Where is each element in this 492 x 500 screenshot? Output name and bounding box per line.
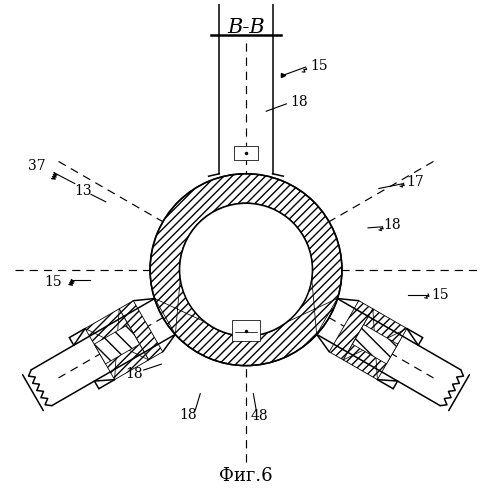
Wedge shape bbox=[150, 174, 342, 366]
Polygon shape bbox=[329, 300, 373, 360]
Text: 18: 18 bbox=[290, 96, 308, 110]
Circle shape bbox=[180, 204, 312, 336]
Text: 18: 18 bbox=[125, 367, 143, 381]
Text: 18: 18 bbox=[180, 408, 197, 422]
Text: 15: 15 bbox=[44, 276, 62, 289]
Bar bbox=[232, 320, 260, 341]
Text: 15: 15 bbox=[310, 58, 328, 72]
Text: 17: 17 bbox=[406, 175, 424, 189]
Polygon shape bbox=[94, 324, 140, 364]
Polygon shape bbox=[119, 300, 163, 360]
Polygon shape bbox=[352, 324, 398, 364]
Polygon shape bbox=[85, 309, 149, 380]
Polygon shape bbox=[343, 309, 407, 380]
Text: 37: 37 bbox=[28, 160, 45, 173]
Text: Фиг.6: Фиг.6 bbox=[219, 468, 273, 485]
Text: 15: 15 bbox=[431, 288, 449, 302]
Text: 48: 48 bbox=[250, 409, 268, 423]
Text: В-В: В-В bbox=[227, 18, 265, 36]
Polygon shape bbox=[154, 279, 205, 334]
Text: 18: 18 bbox=[383, 218, 401, 232]
Polygon shape bbox=[287, 279, 338, 334]
Bar bbox=[234, 146, 258, 160]
Text: 13: 13 bbox=[74, 184, 92, 198]
